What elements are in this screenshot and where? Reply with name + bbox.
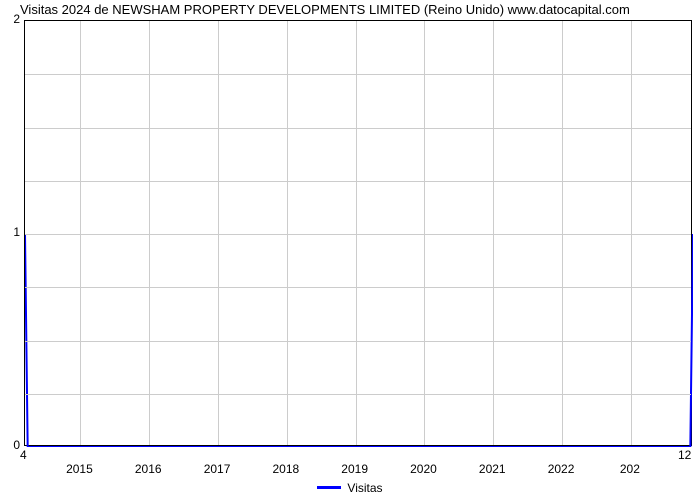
x-tick-label: 2019 — [341, 462, 368, 476]
chart-container: { "chart": { "type": "line", "title": "V… — [0, 0, 700, 500]
x-tick-label: 2016 — [135, 462, 162, 476]
x-tick-label: 2020 — [410, 462, 437, 476]
gridline-vertical — [424, 21, 425, 445]
corner-label-bottom-right: 12 — [678, 448, 691, 462]
gridline-vertical — [562, 21, 563, 445]
gridline-horizontal — [25, 341, 691, 342]
gridline-vertical — [80, 21, 81, 445]
x-tick-label: 2017 — [204, 462, 231, 476]
gridline-vertical — [149, 21, 150, 445]
y-tick-label: 0 — [2, 438, 20, 452]
legend-label: Visitas — [347, 481, 382, 495]
gridline-horizontal — [25, 74, 691, 75]
gridline-vertical — [631, 21, 632, 445]
gridline-horizontal — [25, 128, 691, 129]
gridline-vertical — [493, 21, 494, 445]
gridline-horizontal — [25, 234, 691, 235]
legend-swatch — [317, 486, 341, 489]
x-tick-label: 2022 — [548, 462, 575, 476]
legend: Visitas — [0, 480, 700, 495]
gridline-horizontal — [25, 181, 691, 182]
x-tick-label: 2015 — [66, 462, 93, 476]
plot-area — [24, 20, 692, 446]
gridline-vertical — [356, 21, 357, 445]
y-tick-label: 2 — [2, 12, 20, 26]
gridline-horizontal — [25, 287, 691, 288]
y-tick-label: 1 — [2, 225, 20, 239]
gridline-vertical — [287, 21, 288, 445]
corner-label-bottom-left: 4 — [20, 448, 27, 462]
x-tick-label: 202 — [620, 462, 640, 476]
x-tick-label: 2018 — [272, 462, 299, 476]
chart-title: Visitas 2024 de NEWSHAM PROPERTY DEVELOP… — [20, 2, 696, 17]
gridline-horizontal — [25, 394, 691, 395]
x-tick-label: 2021 — [479, 462, 506, 476]
gridline-vertical — [218, 21, 219, 445]
